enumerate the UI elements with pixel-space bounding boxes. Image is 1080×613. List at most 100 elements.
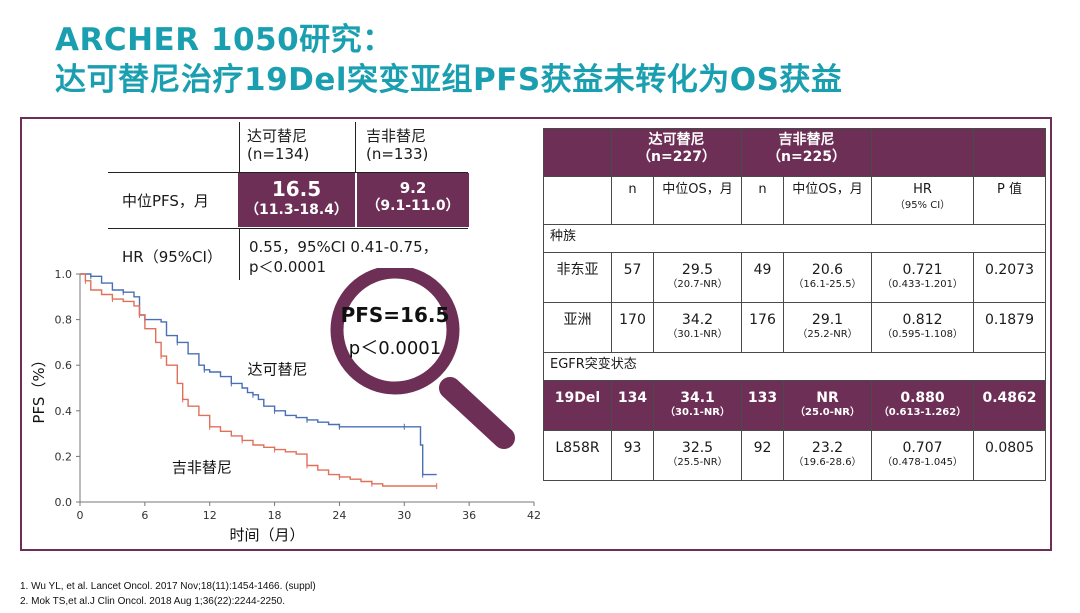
group2-n: （n=225） [767, 149, 846, 165]
row-n2: 92 [741, 430, 784, 481]
row-n1: 134 [611, 380, 654, 431]
section-egfr: EGFR突变状态 [543, 352, 1046, 381]
chart-curves [80, 273, 438, 490]
magnifier-icon: PFS=16.5 p＜0.0001 [330, 268, 515, 449]
p-header-blank [973, 128, 1046, 177]
y-tick-label: 0.6 [55, 359, 73, 372]
group2-name: 吉非替尼 [778, 132, 835, 148]
row-os1: 29.5 （20.7-NR） [653, 252, 742, 303]
group1-name: 达可替尼 [648, 132, 705, 148]
footnote-2: 2. Mok TS,et al.J Clin Oncol. 2018 Aug 1… [20, 596, 285, 607]
row-p: 0.1879 [973, 302, 1046, 353]
pfs1-ci: （11.3-18.4） [245, 202, 348, 218]
subheader-n2: n [741, 176, 784, 225]
row-os2: 20.6 （16.1-25.5） [783, 252, 872, 303]
x-tick-label: 18 [268, 509, 282, 522]
magnifier-lens [330, 268, 460, 395]
pfs-gefitinib-cell: 9.2 （9.1-11.0） [357, 173, 469, 227]
x-axis-label: 时间（月） [229, 526, 304, 544]
row-n2: 176 [741, 302, 784, 353]
row-n1: 170 [611, 302, 654, 353]
row-label: 19Del [543, 380, 612, 431]
y-tick-label: 0.0 [55, 496, 73, 509]
col1-header: 达可替尼 (n=134) [247, 127, 352, 163]
col1-name: 达可替尼 [247, 127, 308, 145]
x-tick-label: 12 [203, 509, 217, 522]
x-tick-label: 30 [397, 509, 411, 522]
dacomitinib-curve [80, 273, 437, 476]
row-n1: 93 [611, 430, 654, 481]
group1-header: 达可替尼 （n=227） [611, 128, 742, 177]
row-n1: 57 [611, 252, 654, 303]
row-os2: 29.1 （25.2-NR） [783, 302, 872, 353]
row-os2: NR （25.0-NR） [783, 380, 872, 431]
label-gefitinib: 吉非替尼 [172, 458, 232, 476]
col2-header: 吉非替尼 (n=133) [366, 127, 471, 163]
subheader-p: P 值 [973, 176, 1046, 225]
chart-axes: 0 6 12 18 24 30 36 42 0.0 0.2 0.4 0.6 0.8 1.0 [55, 268, 542, 522]
hr-text-line2: p＜0.0001 [249, 258, 327, 276]
table-row: L858R 93 32.5 （25.5-NR） 92 23.2 （19.6-28.6… [543, 430, 1046, 481]
row-hr: 0.707 （0.478-1.045） [871, 430, 974, 481]
row-hr: 0.812 （0.595-1.108） [871, 302, 974, 353]
magnifier-pfs-text: PFS=16.5 [341, 303, 450, 327]
pfs-label: 中位PFS，月 [122, 192, 209, 210]
row-os1: 32.5 （25.5-NR） [653, 430, 742, 481]
corner-cell [543, 128, 612, 177]
pfs2-ci: （9.1-11.0） [366, 198, 460, 214]
hr-header-blank [871, 128, 974, 177]
row-os2: 23.2 （19.6-28.6） [783, 430, 872, 481]
row-os1: 34.2 （30.1-NR） [653, 302, 742, 353]
row-p: 0.2073 [973, 252, 1046, 303]
table-row: 非东亚 57 29.5 （20.7-NR） 49 20.6 （16.1-25.5） … [543, 252, 1046, 303]
x-tick-label: 6 [141, 509, 148, 522]
y-axis-label: PFS（%） [30, 352, 48, 423]
subheader-n1: n [611, 176, 654, 225]
y-tick-label: 0.8 [55, 314, 73, 327]
col2-name: 吉非替尼 [366, 127, 427, 145]
pfs-dacomitinib-cell: 16.5 （11.3-18.4） [238, 173, 355, 227]
y-tick-label: 0.2 [55, 450, 73, 463]
row-n2: 133 [741, 380, 784, 431]
row-label: L858R [543, 430, 612, 481]
group2-header: 吉非替尼 （n=225） [741, 128, 872, 177]
row-p: 0.4862 [973, 380, 1046, 431]
x-tick-label: 0 [77, 509, 84, 522]
subheader-hr-label: HR [913, 182, 932, 197]
row-os1: 34.1 （30.1-NR） [653, 380, 742, 431]
hr-text-line1: 0.55，95%CI 0.41-0.75， [249, 238, 438, 256]
hr-label: HR（95%CI） [122, 248, 222, 266]
x-tick-label: 42 [527, 509, 541, 522]
section-race: 种族 [543, 224, 1046, 253]
x-tick-label: 36 [462, 509, 476, 522]
col1-n: (n=134) [247, 145, 310, 163]
slide-title-line2: 达可替尼治疗19Del突变亚组PFS获益未转化为OS获益 [55, 62, 843, 98]
row-hr: 0.880 （0.613-1.262） [871, 380, 974, 431]
pfs2-value: 9.2 [399, 179, 427, 197]
col2-n: (n=133) [366, 145, 429, 163]
subheader-hr: HR （95% CI） [871, 176, 974, 225]
subheader-blank [543, 176, 612, 225]
subheader-os2: 中位OS，月 [783, 176, 872, 225]
row-p: 0.0805 [973, 430, 1046, 481]
os-subgroup-table: 达可替尼 （n=227） 吉非替尼 （n=225） n 中位OS，月 n 中位O… [543, 128, 1046, 481]
subheader-hr-ci: （95% CI） [894, 200, 951, 211]
x-tick-label: 24 [332, 509, 346, 522]
footnote-1: 1. Wu YL, et al. Lancet Oncol. 2017 Nov;… [20, 581, 316, 592]
km-chart: 0 6 12 18 24 30 36 42 0.0 0.2 0.4 0.6 0.8 1.0 时间（月） PF… [30, 268, 542, 544]
slide-title-line1: ARCHER 1050研究： [55, 22, 394, 58]
pfs1-value: 16.5 [271, 177, 322, 201]
subheader-os1: 中位OS，月 [653, 176, 742, 225]
y-tick-label: 1.0 [55, 268, 73, 281]
table-row-highlight: 19Del 134 34.1 （30.1-NR） 133 NR （25.0-NR） … [543, 380, 1046, 431]
table-row: 亚洲 170 34.2 （30.1-NR） 176 29.1 （25.2-NR） 0… [543, 302, 1046, 353]
y-tick-label: 0.4 [55, 405, 73, 418]
group1-n: （n=227） [637, 149, 716, 165]
magnifier-handle [439, 377, 515, 449]
label-dacomitinib: 达可替尼 [248, 360, 308, 378]
row-label: 亚洲 [543, 302, 612, 353]
row-label: 非东亚 [543, 252, 612, 303]
row-hr: 0.721 （0.433-1.201） [871, 252, 974, 303]
magnifier-p-text: p＜0.0001 [349, 338, 441, 359]
